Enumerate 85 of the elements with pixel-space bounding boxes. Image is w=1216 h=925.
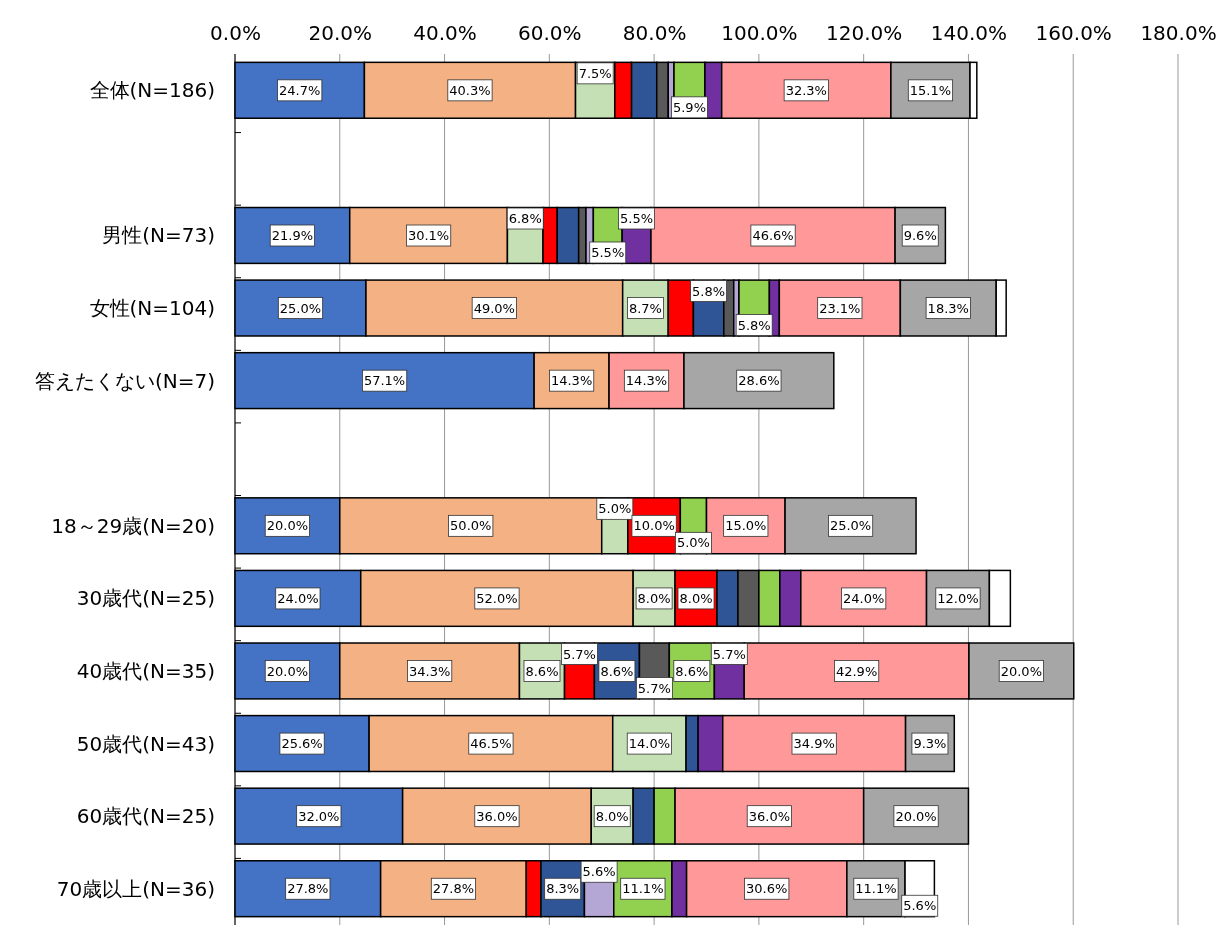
data-label: 36.0% xyxy=(748,808,791,824)
y-tick-label: 男性(N=73) xyxy=(102,223,215,248)
data-label: 23.1% xyxy=(819,300,861,316)
x-tick-label: 140.0% xyxy=(930,21,1008,45)
data-label: 5.5% xyxy=(620,211,654,227)
data-label: 46.5% xyxy=(470,736,512,752)
data-label: 25.0% xyxy=(279,300,322,316)
y-tick-label: 答えたくない(N=7) xyxy=(34,368,215,393)
data-label: 5.7% xyxy=(562,646,596,662)
data-label: 5.7% xyxy=(637,680,671,696)
y-tick-label: 40歳代(N=35) xyxy=(76,658,215,683)
data-label: 27.8% xyxy=(432,881,475,897)
data-label: 5.9% xyxy=(672,99,706,115)
data-label: 30.1% xyxy=(407,228,450,244)
x-tick-label: 160.0% xyxy=(1035,21,1112,45)
data-label: 14.3% xyxy=(550,373,593,389)
data-label: 34.3% xyxy=(408,663,451,679)
data-label: 8.0% xyxy=(595,808,629,824)
data-label: 10.0% xyxy=(633,518,675,534)
x-tick-label: 120.0% xyxy=(826,21,903,45)
data-label: 5.0% xyxy=(598,501,632,517)
data-label: 9.6% xyxy=(903,228,937,244)
data-label: 28.6% xyxy=(738,373,780,389)
data-label: 8.6% xyxy=(600,663,634,679)
data-label: 57.1% xyxy=(363,373,406,389)
data-label: 5.5% xyxy=(591,245,625,261)
data-label: 14.0% xyxy=(628,736,671,752)
data-label: 21.9% xyxy=(271,228,314,244)
data-label: 5.8% xyxy=(737,317,771,333)
x-tick-label: 40.0% xyxy=(413,21,477,45)
data-label: 11.1% xyxy=(855,881,897,897)
data-label: 5.6% xyxy=(903,898,937,914)
y-tick-label: 全体(N=186) xyxy=(89,78,215,103)
data-label: 34.9% xyxy=(793,736,835,752)
data-label: 36.0% xyxy=(476,808,518,824)
data-label: 11.1% xyxy=(622,881,664,897)
y-tick-label: 60歳代(N=25) xyxy=(76,804,215,829)
data-label: 5.7% xyxy=(712,646,746,662)
x-tick-label: 80.0% xyxy=(622,21,687,45)
data-label: 40.3% xyxy=(449,82,491,98)
data-label: 27.8% xyxy=(287,881,329,897)
data-label: 14.3% xyxy=(625,373,668,389)
y-tick-label: 70歳以上(N=36) xyxy=(56,876,215,901)
data-label: 50.0% xyxy=(450,518,492,534)
data-label: 20.0% xyxy=(1000,663,1043,679)
data-label: 24.7% xyxy=(279,82,321,98)
data-label: 32.0% xyxy=(298,808,340,824)
data-label: 20.0% xyxy=(895,808,937,824)
x-tick-label: 100.0% xyxy=(721,21,798,45)
data-label: 32.3% xyxy=(785,82,827,98)
x-tick-label: 60.0% xyxy=(518,21,582,45)
data-label: 25.0% xyxy=(829,518,872,534)
data-label: 8.7% xyxy=(628,300,662,316)
data-label: 8.6% xyxy=(525,663,559,679)
data-label: 9.3% xyxy=(913,736,947,752)
data-label: 5.8% xyxy=(692,283,726,299)
y-tick-label: 50歳代(N=43) xyxy=(76,731,215,756)
data-label: 46.6% xyxy=(752,228,794,244)
x-tick-label: 0.0% xyxy=(210,21,261,45)
data-label: 7.5% xyxy=(578,65,612,81)
data-label: 20.0% xyxy=(266,518,309,534)
data-label: 15.0% xyxy=(725,518,767,534)
data-label: 8.6% xyxy=(675,663,709,679)
data-label: 6.8% xyxy=(508,211,542,227)
y-tick-label: 30歳代(N=25) xyxy=(76,586,215,611)
data-label: 30.6% xyxy=(746,881,788,897)
data-label: 18.3% xyxy=(927,300,969,316)
data-label: 8.0% xyxy=(679,590,713,606)
data-label: 15.1% xyxy=(909,82,952,98)
data-label: 49.0% xyxy=(473,300,515,316)
data-label: 20.0% xyxy=(266,663,309,679)
data-label: 24.0% xyxy=(277,590,319,606)
data-label: 24.0% xyxy=(843,590,885,606)
x-tick-label: 20.0% xyxy=(308,21,373,45)
data-label: 25.6% xyxy=(281,736,323,752)
data-label: 8.0% xyxy=(637,590,671,606)
data-label: 5.6% xyxy=(582,864,616,880)
y-tick-label: 女性(N=104) xyxy=(89,296,215,321)
data-label: 42.9% xyxy=(835,663,878,679)
x-tick-label: 180.0% xyxy=(1140,21,1216,45)
data-label: 52.0% xyxy=(476,590,518,606)
y-tick-label: 18～29歳(N=20) xyxy=(51,513,215,538)
data-label: 12.0% xyxy=(937,590,979,606)
data-label: 8.3% xyxy=(546,881,580,897)
data-label: 5.0% xyxy=(676,535,710,551)
